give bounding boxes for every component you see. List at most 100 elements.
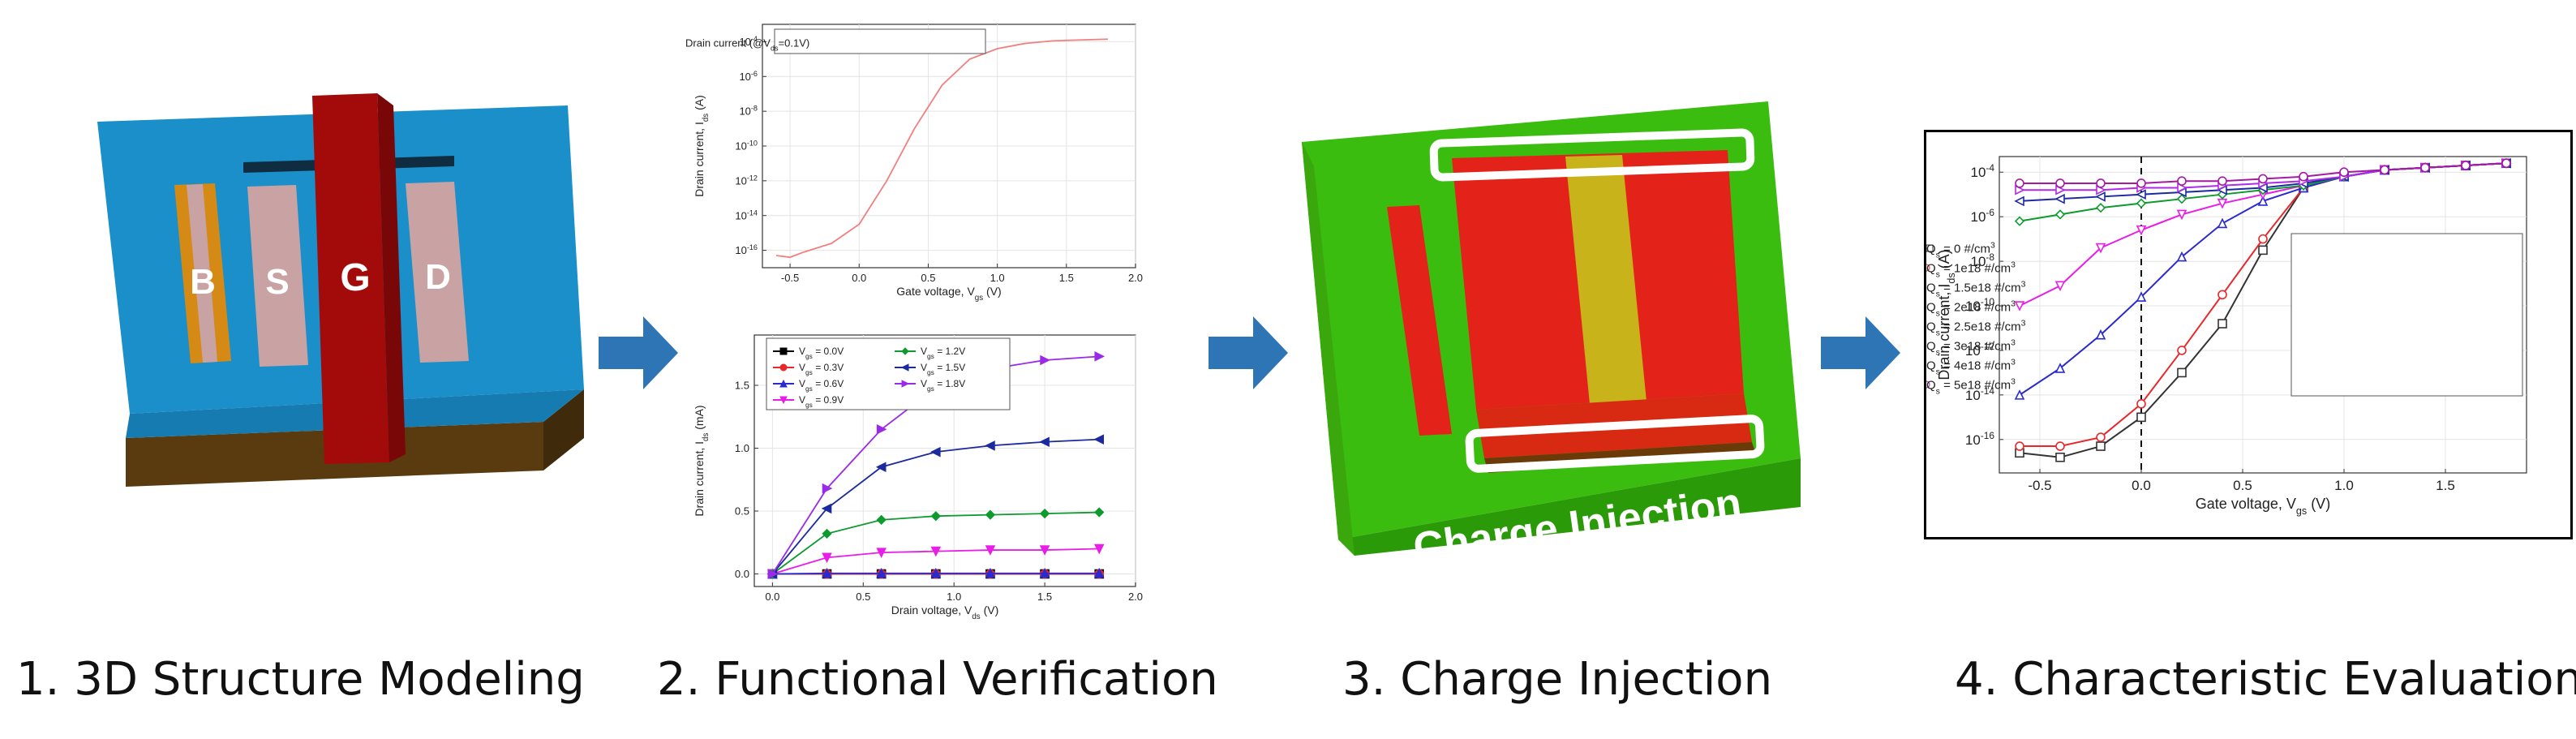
data-point [779, 363, 788, 372]
data-point [985, 440, 995, 451]
data-point [2095, 191, 2106, 202]
y-axis-label: Drain current, Ids (A) [1936, 249, 1957, 380]
x-tick-label: 1.5 [1037, 591, 1052, 603]
data-point [2461, 161, 2471, 170]
data-point [1094, 351, 1106, 362]
terminal-label-s: S [265, 262, 289, 302]
data-point [2218, 176, 2227, 187]
legend-label: Vgs = 0.0V [799, 346, 844, 360]
data-point [875, 462, 887, 473]
data-point [930, 511, 941, 522]
legend-label: Qs = 2e18 #/cm3 [1926, 299, 2016, 318]
legend-label: Qs = 3e18 #/cm3 [1926, 337, 2016, 357]
y-tick-label: 10-6 [1971, 207, 1995, 225]
data-point [2177, 367, 2187, 378]
data-point [900, 363, 909, 372]
step-caption-2: 2. Functional Verification [657, 653, 1218, 706]
x-tick-label: 1.0 [947, 591, 961, 603]
data-point [1926, 264, 1930, 272]
data-point [2096, 432, 2106, 442]
data-point [2380, 165, 2389, 175]
data-point [2176, 209, 2187, 221]
data-point [1093, 434, 1105, 445]
data-point [985, 567, 996, 578]
y-axis-label: Drain current, Ids (A) [693, 95, 711, 197]
x-tick-label: 0.0 [852, 272, 866, 284]
data-point [2054, 281, 2066, 292]
x-tick-label: 1.5 [1059, 272, 1074, 284]
data-point [767, 569, 779, 579]
data-point [2096, 441, 2106, 451]
data-point [1926, 244, 1934, 252]
step-caption-3: 3. Charge Injection [1342, 653, 1773, 706]
arrow-right-icon [1821, 316, 1900, 389]
body-contact-b-core [187, 184, 217, 363]
x-axis-label: Gate voltage, Vgs (V) [896, 285, 1001, 303]
data-point [2055, 441, 2065, 451]
data-point [985, 545, 996, 556]
x-tick-label: 2.0 [1128, 591, 1143, 603]
data-point [901, 380, 910, 388]
device-3d-structure: B S G D [97, 93, 584, 487]
data-point [2136, 198, 2147, 208]
data-point [2136, 399, 2146, 409]
terminal-label-d: D [425, 257, 451, 297]
x-tick-label: 0.5 [2233, 478, 2252, 493]
data-point [2339, 167, 2349, 178]
data-point [2096, 178, 2106, 188]
data-point [2014, 195, 2024, 207]
data-point [2055, 178, 2065, 188]
data-point [2177, 346, 2187, 355]
chart-id-vgs-charge: -0.5 0.0 0.5 1.0 1.5 10-4 10-6 10-8 10-10 10-12 10… [1926, 156, 2527, 517]
data-point [2218, 290, 2227, 300]
data-point [930, 546, 942, 557]
data-point [1093, 544, 1105, 555]
data-point [2014, 389, 2025, 400]
box-side [1338, 458, 1801, 556]
gate-shadow [377, 93, 406, 462]
series-line [775, 38, 1108, 259]
data-point [1040, 354, 1050, 366]
data-point [2095, 329, 2106, 340]
body-strip [1387, 205, 1452, 436]
data-point [876, 514, 887, 525]
y-tick-label: 10-12 [735, 174, 758, 187]
data-point [876, 423, 887, 435]
legend-box [766, 337, 1011, 410]
data-point [985, 509, 996, 520]
y-tick-label: 1.0 [735, 442, 749, 454]
box-left [1302, 142, 1355, 556]
y-tick-label: 10-14 [1965, 385, 1994, 403]
y-tick-label: 10-14 [735, 208, 758, 221]
data-point [2014, 301, 2025, 311]
x-tick-label: 0.0 [2132, 478, 2151, 493]
data-point [779, 347, 788, 355]
data-point [822, 528, 832, 539]
y-tick-label: 10-10 [1965, 296, 1994, 314]
chart-id-vds: 0.0 0.5 1.0 1.5 2.0 0.0 0.5 1.0 1.5 Drain voltage… [693, 334, 1143, 621]
data-point [1039, 545, 1050, 556]
legend-label: Qs = 1.5e18 #/cm3 [1926, 279, 2026, 299]
data-point [822, 552, 832, 564]
bottom-highlight-frame [1465, 415, 1765, 473]
top-highlight-frame [1429, 128, 1755, 182]
data-point [2176, 194, 2187, 204]
data-point [2501, 158, 2511, 169]
data-point [2420, 162, 2430, 173]
legend-box [774, 28, 986, 54]
data-point [2258, 174, 2268, 184]
x-tick-label: 1.0 [990, 272, 1005, 284]
data-point [2176, 251, 2187, 262]
chart-id-vgs-linear-log: -0.5 0.0 0.5 1.0 1.5 2.0 10-4 10-6 10-8 10-10 10-1… [685, 24, 1143, 303]
legend-label: Vgs = 0.9V [799, 394, 844, 409]
substrate-side [543, 389, 584, 470]
data-point [2257, 195, 2269, 206]
arrow-right-icon [599, 316, 678, 389]
data-point [2258, 245, 2268, 256]
data-point [1039, 567, 1050, 578]
y-tick-label: 10-10 [735, 140, 758, 153]
data-point [2258, 234, 2268, 244]
y-tick-label: 10-8 [739, 105, 758, 118]
legend-label: Vgs = 0.6V [799, 378, 844, 393]
y-tick-label: 10-12 [1965, 341, 1994, 359]
